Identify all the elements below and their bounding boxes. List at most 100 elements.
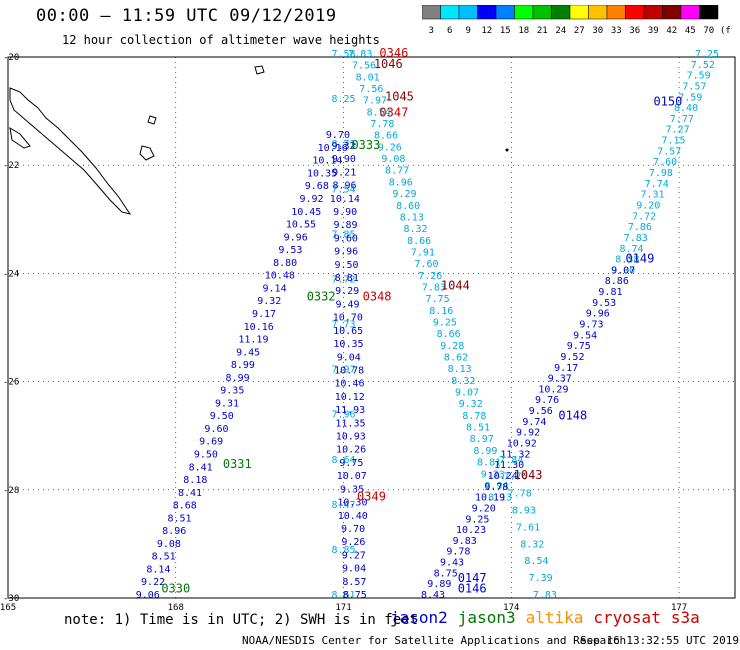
- wave-height-value: 8.78: [462, 411, 486, 422]
- wave-height-value: 8.86: [605, 276, 629, 287]
- wave-height-value: 7.91: [411, 247, 435, 258]
- wave-height-value: 9.60: [334, 233, 358, 244]
- wave-height-value: 10.55: [286, 220, 316, 231]
- wave-height-value: 8.75: [343, 590, 367, 601]
- wave-height-value: 7.97: [363, 96, 387, 107]
- colorbar-label: 3: [429, 26, 434, 36]
- wave-height-value: 8.32: [451, 376, 475, 387]
- wave-height-value: 9.31: [215, 398, 239, 409]
- legend-item-jason2: jason2: [390, 608, 448, 627]
- wave-height-value: 8.74: [619, 244, 643, 255]
- wave-height-value: 9.25: [465, 514, 489, 525]
- wave-height-value: 9.69: [199, 437, 223, 448]
- wave-height-value: 7.83: [348, 49, 372, 60]
- wave-height-value: 8.14: [146, 564, 170, 575]
- wave-height-value: 7.15: [661, 136, 685, 147]
- wave-height-value: 9.90: [333, 207, 357, 218]
- y-tick-label: -22: [3, 161, 19, 171]
- pass-time-label: 0147: [458, 571, 487, 585]
- wave-height-value: 8.51: [152, 552, 176, 563]
- wave-height-value: 9.60: [204, 424, 228, 435]
- colorbar-unit: (ft): [720, 26, 732, 36]
- wave-height-value: 8.16: [429, 306, 453, 317]
- wave-height-value: 8.40: [674, 103, 698, 114]
- wave-height-value: 9.04: [337, 352, 361, 363]
- wave-height-value: 9.26: [341, 537, 365, 548]
- legend-item-cryosat: cryosat: [593, 608, 661, 627]
- pass-time-label: 0146: [458, 582, 487, 596]
- wave-height-value: 7.60: [414, 259, 438, 270]
- wave-height-value: 10.93: [336, 432, 366, 443]
- wave-height-value: 9.52: [560, 352, 584, 363]
- wave-height-value: 9.90: [332, 154, 356, 165]
- x-tick-label: 177: [671, 603, 687, 613]
- wave-height-value: 8.13: [488, 493, 512, 504]
- wave-height-value: 8.13: [448, 364, 472, 375]
- wave-height-value: 8.96: [162, 526, 186, 537]
- wave-height-value: 7.57: [682, 81, 706, 92]
- wave-height-value: 10.14: [330, 194, 360, 205]
- wave-height-value: 11.30: [494, 460, 524, 471]
- wave-height-value: 8.77: [385, 166, 409, 177]
- wave-height-value: 8.94: [484, 481, 508, 492]
- wave-height-value: 7.83: [533, 590, 557, 601]
- wave-height-value: 9.53: [592, 298, 616, 309]
- wave-height-value: 7.27: [666, 125, 690, 136]
- wave-height-value: 9.56: [529, 406, 553, 417]
- wave-height-value: 9.78: [446, 547, 470, 558]
- wave-height-value: 9.08: [157, 539, 181, 550]
- coastline: [9, 65, 265, 215]
- wave-height-value: 9.89: [333, 220, 357, 231]
- x-tick-label: 171: [335, 603, 351, 613]
- wave-height-value: 7.83: [624, 233, 648, 244]
- x-tick-label: 168: [168, 603, 184, 613]
- wave-height-value: 9.78: [484, 482, 508, 493]
- wave-height-value: 9.92: [516, 428, 540, 439]
- pass-time-label: 0347: [379, 106, 408, 120]
- wave-height-value: 7.56: [359, 84, 383, 95]
- wave-height-value: 8.66: [437, 329, 461, 340]
- wave-height-value: 11.19: [238, 335, 268, 346]
- wave-height-value: 8.96: [389, 177, 413, 188]
- y-tick-label: -24: [3, 269, 19, 279]
- wave-height-value: 7.26: [418, 271, 442, 282]
- colorbar-label: 30: [592, 26, 603, 36]
- wave-height-value: 10.78: [334, 365, 364, 376]
- colorbar-label: 9: [466, 26, 471, 36]
- wave-height-value: 8.99: [226, 373, 250, 384]
- wave-height-value: 7.25: [695, 49, 719, 60]
- wave-height-value: 9.49: [335, 299, 359, 310]
- wave-height-value: 9.89: [427, 579, 451, 590]
- wave-height-value: 7.58: [331, 49, 355, 60]
- wave-height-value: 8.71: [331, 139, 355, 150]
- wave-height-value: 8.18: [183, 475, 207, 486]
- colorbar-label: 18: [518, 26, 529, 36]
- wave-height-value: 7.96: [331, 410, 355, 421]
- wave-height-value: 10.24: [488, 471, 518, 482]
- wave-height-value: 8.62: [444, 353, 468, 364]
- pass-time-label: 0349: [357, 490, 386, 504]
- wave-height-value: 7.59: [687, 71, 711, 82]
- wave-height-value: 9.70: [341, 524, 365, 535]
- pass-time-label: 1043: [514, 468, 543, 482]
- wave-height-value: 9.45: [236, 347, 260, 358]
- wave-height-value: 10.16: [318, 143, 348, 154]
- wave-height-value: 8.99: [473, 446, 497, 457]
- wave-height-value: 9.76: [535, 395, 559, 406]
- wave-height-value: 9.92: [299, 194, 323, 205]
- wave-height-value: 8.96: [332, 181, 356, 192]
- wave-height-value: 7.56: [352, 61, 376, 72]
- wave-height-value: 10.29: [538, 384, 568, 395]
- wave-height-value: 9.22: [141, 577, 165, 588]
- wave-height-value: 10.12: [335, 392, 365, 403]
- colorbar-label: 12: [481, 26, 492, 36]
- wave-height-value: 8.51: [466, 423, 490, 434]
- wave-height-value: 9.53: [278, 245, 302, 256]
- wave-height-value: 9.21: [332, 167, 356, 178]
- wave-height-value: 9.73: [579, 320, 603, 331]
- pass-time-label: 0332: [307, 289, 336, 303]
- wave-height-value: 7.78: [370, 119, 394, 130]
- wave-height-value: 10.45: [291, 207, 321, 218]
